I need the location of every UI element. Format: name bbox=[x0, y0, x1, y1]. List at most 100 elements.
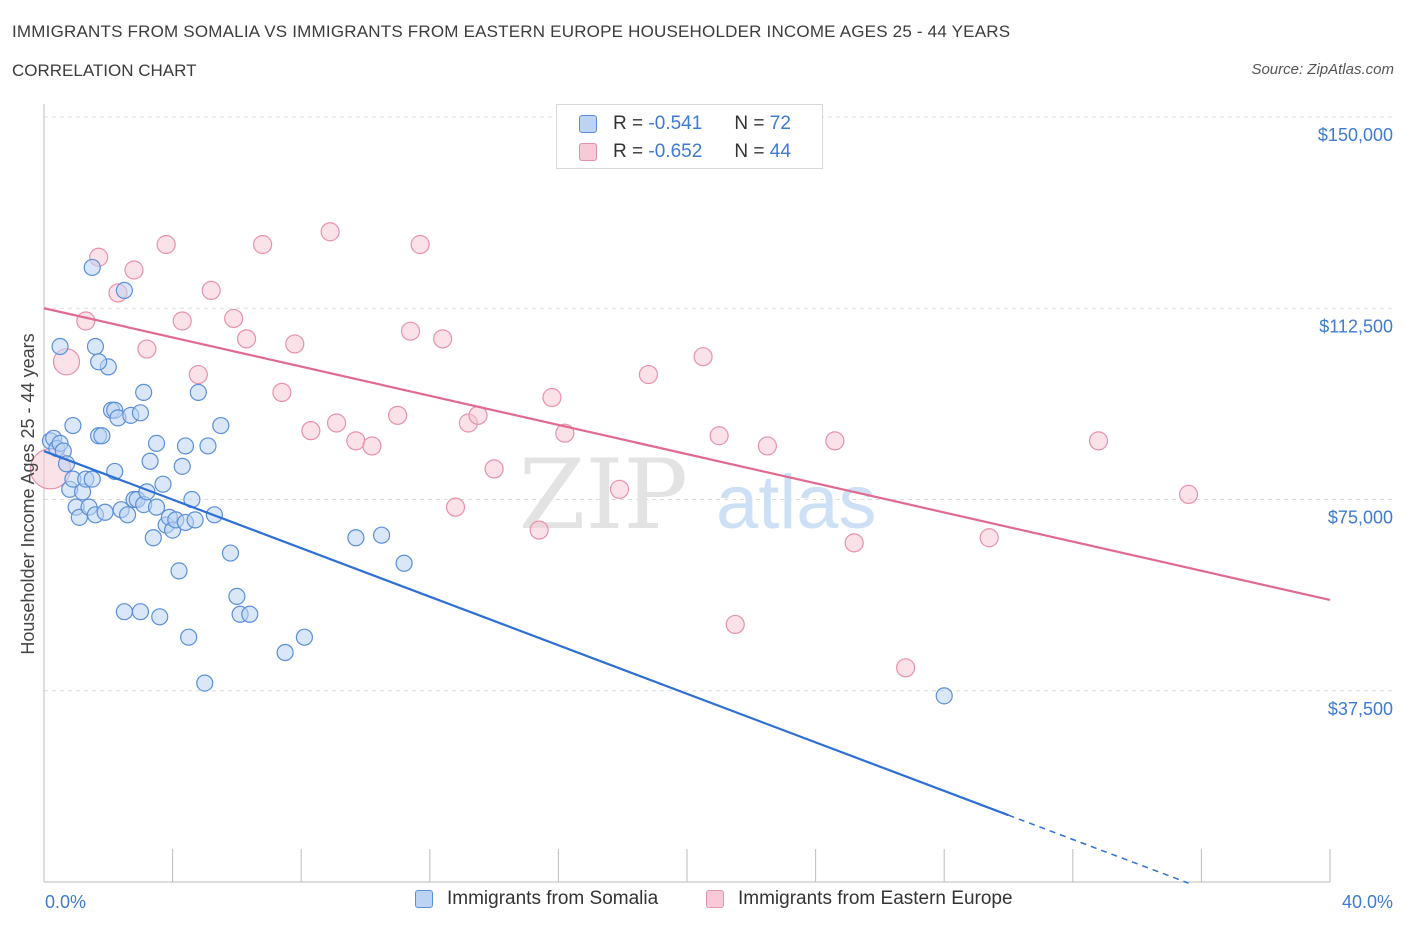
somalia-point bbox=[935, 687, 953, 705]
somalia-point bbox=[144, 529, 162, 547]
somalia-trend-extension bbox=[1008, 814, 1189, 884]
watermark: ZIP atlas bbox=[519, 439, 877, 551]
legend-n-value-somalia: 72 bbox=[769, 113, 791, 134]
somalia-point bbox=[372, 526, 391, 544]
trend-lines bbox=[43, 307, 1331, 884]
eastern-europe-point bbox=[484, 459, 504, 479]
somalia-point bbox=[170, 562, 188, 580]
somalia-point bbox=[176, 437, 195, 455]
eastern-europe-point bbox=[555, 423, 575, 443]
somalia-point bbox=[154, 475, 172, 493]
somalia-point bbox=[86, 337, 105, 356]
eastern-europe-point bbox=[172, 311, 192, 331]
y-tick-label: $150,000 bbox=[1318, 125, 1393, 145]
tick-labels: $37,500 $75,000 $112,500 $150,000 0.0% 40.0% bbox=[45, 125, 1393, 912]
eastern-europe-point bbox=[400, 321, 421, 341]
somalia-point bbox=[151, 608, 169, 626]
eastern-europe-point bbox=[188, 364, 208, 385]
legend-n-label: N = bbox=[734, 141, 765, 162]
legend-row-eastern-europe: R = -0.652 N = 44 bbox=[579, 140, 791, 164]
somalia-point bbox=[83, 470, 101, 488]
eastern-europe-point bbox=[979, 528, 999, 548]
somalia-point bbox=[83, 258, 101, 277]
somalia-point bbox=[228, 587, 246, 606]
somalia-point bbox=[186, 511, 204, 529]
legend-r-value-eastern-europe: -0.652 bbox=[648, 141, 703, 162]
somalia-point bbox=[189, 383, 207, 401]
eastern-europe-point bbox=[410, 234, 430, 255]
correlation-legend: R = -0.541 N = 72 R = -0.652 N = 44 bbox=[556, 104, 823, 169]
eastern-europe-point bbox=[445, 497, 466, 517]
chart-subtitle: CORRELATION CHART bbox=[12, 61, 197, 80]
eastern-europe-point bbox=[236, 329, 257, 349]
eastern-europe-point bbox=[638, 364, 659, 385]
eastern-europe-point bbox=[1178, 484, 1199, 504]
eastern-europe-point bbox=[285, 334, 305, 354]
eastern-europe-point bbox=[224, 308, 244, 329]
eastern-europe-point bbox=[272, 382, 292, 402]
somalia-point bbox=[115, 281, 133, 299]
eastern-europe-point bbox=[725, 614, 745, 635]
watermark-atlas: atlas bbox=[716, 460, 877, 545]
axes bbox=[43, 104, 1331, 883]
somalia-point bbox=[395, 554, 413, 572]
somalia-point bbox=[199, 437, 217, 455]
legend-r-label: R = bbox=[613, 141, 644, 162]
eastern-europe-point bbox=[388, 405, 408, 425]
eastern-europe-point bbox=[825, 431, 845, 451]
somalia-point bbox=[64, 416, 82, 435]
legend-r-value-somalia: -0.541 bbox=[648, 113, 703, 134]
eastern-europe-point bbox=[124, 260, 144, 280]
y-tick-label: $112,500 bbox=[1319, 316, 1393, 336]
somalia-point bbox=[180, 628, 198, 646]
legend-swatch-eastern-europe bbox=[579, 143, 597, 161]
legend-swatch-somalia bbox=[579, 115, 597, 133]
eastern-europe-point bbox=[137, 339, 157, 359]
bottom-legend-somalia: Immigrants from Somalia bbox=[415, 888, 658, 910]
x-tick-label-min: 0.0% bbox=[45, 892, 86, 912]
eastern-europe-point bbox=[542, 387, 562, 408]
eastern-europe-point bbox=[709, 426, 729, 446]
eastern-europe-point bbox=[693, 347, 713, 367]
legend-n-value-eastern-europe: 44 bbox=[769, 141, 791, 162]
somalia-point bbox=[196, 674, 214, 692]
somalia-point bbox=[115, 603, 133, 621]
y-tick-label: $75,000 bbox=[1328, 508, 1393, 528]
eastern-europe-point bbox=[346, 431, 366, 451]
somalia-trend-line bbox=[43, 450, 1009, 817]
somalia-point bbox=[147, 498, 166, 516]
eastern-europe-point bbox=[529, 520, 549, 540]
eastern-europe-point bbox=[896, 658, 916, 678]
bottom-legend-label-eastern-europe: Immigrants from Eastern Europe bbox=[738, 888, 1013, 909]
somalia-point bbox=[90, 353, 108, 371]
bottom-legend-swatch-somalia bbox=[415, 890, 433, 908]
eastern-europe-point bbox=[844, 533, 864, 553]
legend-row-somalia: R = -0.541 N = 72 bbox=[579, 112, 791, 136]
somalia-point bbox=[131, 603, 150, 621]
somalia-point bbox=[173, 457, 191, 475]
y-axis-label: Householder Income Ages 25 - 44 years bbox=[18, 333, 38, 654]
eastern-europe-point bbox=[301, 421, 321, 441]
somalia-point bbox=[118, 506, 137, 524]
somalia-point bbox=[276, 643, 294, 662]
somalia-point bbox=[221, 544, 240, 562]
y-tick-label: $37,500 bbox=[1328, 699, 1393, 719]
eastern-europe-point bbox=[362, 436, 382, 456]
eastern-europe-point bbox=[609, 479, 630, 499]
somalia-point bbox=[147, 434, 166, 452]
eastern-europe-point bbox=[253, 234, 273, 255]
x-tick-label-max: 40.0% bbox=[1342, 892, 1393, 912]
bottom-legend-label-somalia: Immigrants from Somalia bbox=[447, 888, 659, 909]
somalia-point bbox=[295, 628, 314, 646]
somalia-point bbox=[51, 337, 69, 356]
legend-n-label: N = bbox=[734, 113, 765, 134]
legend-r-label: R = bbox=[613, 113, 644, 134]
eastern-europe-point bbox=[201, 280, 221, 300]
grid-lines bbox=[44, 116, 1394, 692]
somalia-point bbox=[347, 529, 365, 547]
somalia-point bbox=[212, 416, 230, 435]
eastern-europe-point bbox=[757, 436, 777, 456]
eastern-europe-trend-line bbox=[43, 307, 1331, 602]
series-eastern-europe bbox=[29, 222, 1199, 678]
